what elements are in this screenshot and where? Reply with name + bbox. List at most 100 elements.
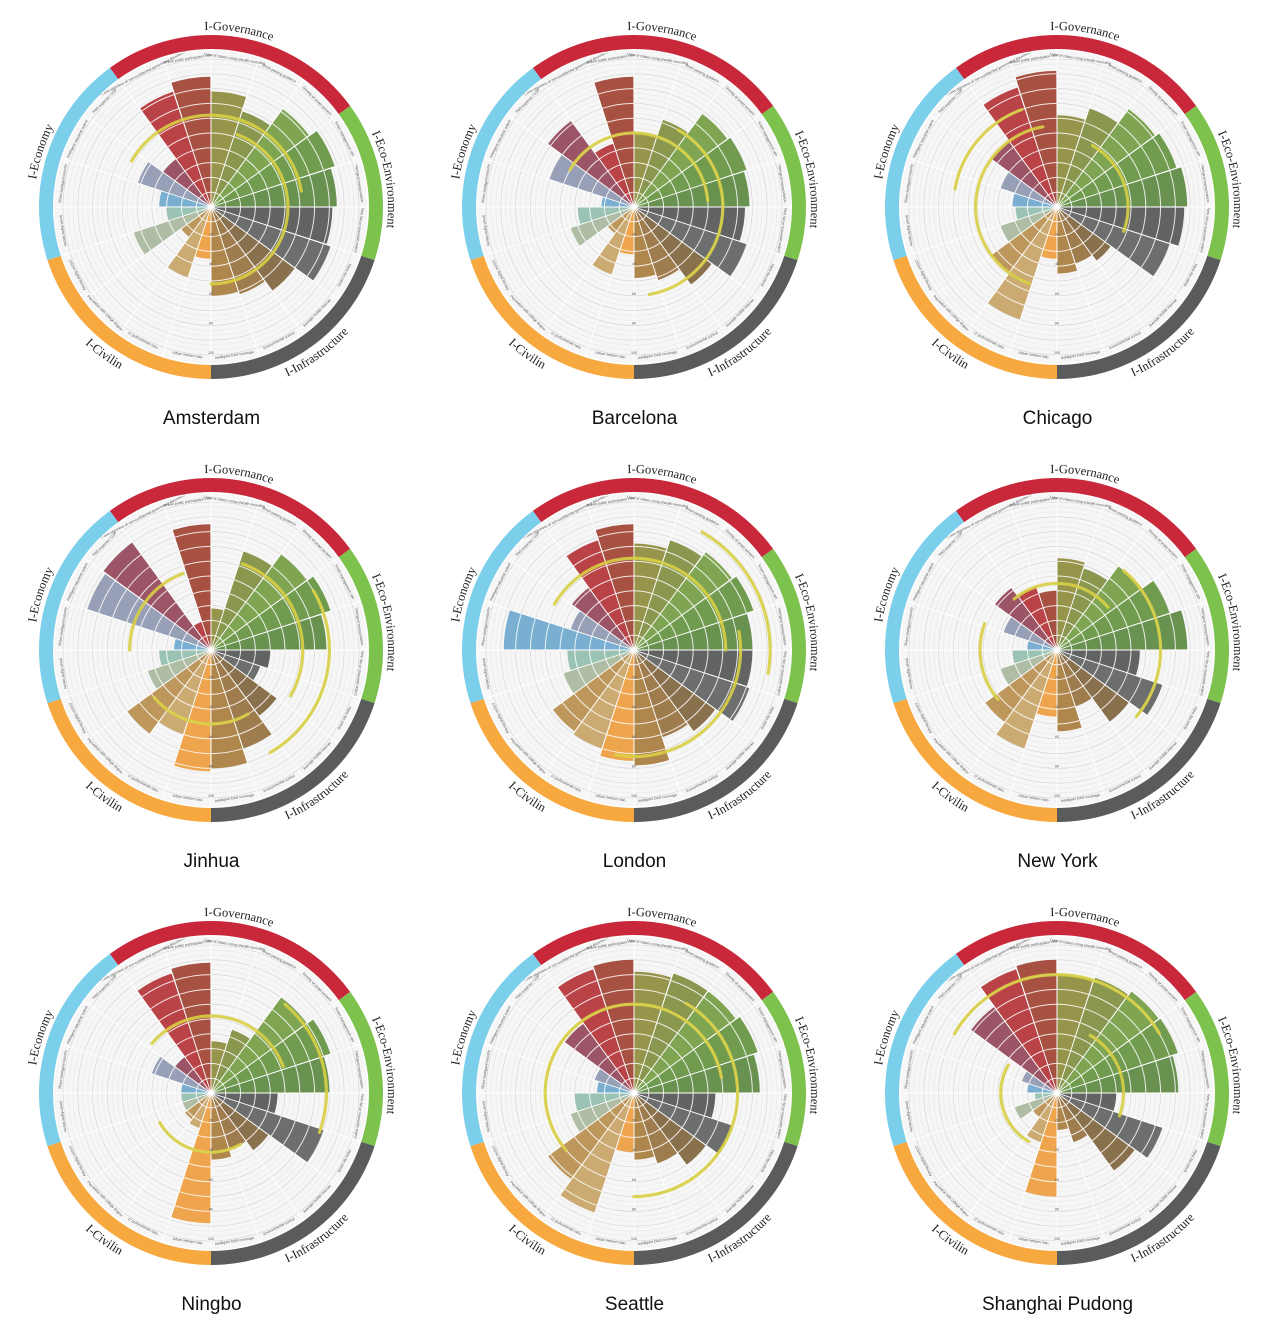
radial-separator bbox=[1007, 206, 1058, 358]
bar-segment-line bbox=[1155, 1061, 1162, 1093]
bar-segment-line bbox=[1057, 1003, 1085, 1009]
bar-segment-line bbox=[183, 1177, 211, 1183]
radial-separator bbox=[1056, 1043, 1208, 1094]
indicator-label: Urban netizen ratio bbox=[595, 794, 626, 803]
radial-separator bbox=[584, 649, 635, 801]
radial-separator bbox=[210, 1092, 340, 1187]
radial-separator bbox=[928, 1092, 1058, 1187]
indicator-label: Smart digital talents bbox=[904, 1101, 913, 1133]
indicator-label: Online public participation rate bbox=[163, 496, 211, 508]
sector-ring-econ bbox=[38, 67, 119, 261]
bar-12 bbox=[996, 650, 1057, 749]
bar-segment-line bbox=[671, 980, 704, 998]
ring-tick-label: 100 bbox=[1054, 794, 1060, 798]
bar-4 bbox=[634, 1016, 758, 1093]
bar-segment-line bbox=[1109, 578, 1129, 598]
bar-12 bbox=[987, 207, 1057, 320]
bar-14 bbox=[147, 650, 211, 689]
bar-segment-line bbox=[1140, 1032, 1156, 1061]
bar-segment-line bbox=[597, 531, 634, 538]
indicator-label: Online openness of city data bbox=[1200, 1094, 1211, 1139]
bar-segment-line bbox=[211, 734, 239, 740]
bar-segment-line bbox=[1128, 234, 1142, 260]
bar-18 bbox=[175, 1057, 211, 1093]
bar-segment-line bbox=[98, 580, 116, 613]
bar-14 bbox=[1000, 650, 1057, 685]
sector-ring-econ bbox=[462, 953, 542, 1147]
bar-20 bbox=[595, 524, 634, 650]
radial-separator bbox=[1056, 1092, 1107, 1244]
sector-ring-eco bbox=[338, 991, 383, 1147]
radial-separator bbox=[1056, 649, 1208, 700]
radial-separator bbox=[540, 78, 635, 208]
radial-separator bbox=[210, 78, 305, 208]
radial-separator bbox=[963, 1092, 1058, 1222]
sector-ring-civ bbox=[893, 255, 1057, 379]
ring-tick-label: 80 bbox=[1055, 764, 1059, 768]
city-chart: 20 40 60 80 100 Level of citizen using ehealt… bbox=[846, 443, 1269, 886]
bar-segment-line bbox=[179, 545, 211, 552]
bar-8 bbox=[1057, 1093, 1135, 1171]
inner-border bbox=[53, 492, 369, 808]
radial-separator bbox=[1007, 942, 1058, 1094]
bar-segment-line bbox=[1020, 88, 1057, 95]
bar-segment-line bbox=[1025, 102, 1057, 109]
bar-segment-line bbox=[550, 123, 573, 146]
bar-12 bbox=[167, 207, 211, 278]
ring-tick-label: 80 bbox=[1055, 321, 1059, 325]
bar-segment-line bbox=[263, 135, 283, 155]
indicator-label: Intelligent transportation bbox=[1200, 607, 1210, 646]
bar-segment-line bbox=[634, 545, 666, 552]
bar-segment-line bbox=[112, 589, 128, 618]
sector-ring-econ bbox=[38, 953, 119, 1147]
sector-ring-infra bbox=[1057, 1141, 1221, 1265]
city-chart: 20 40 60 80 100 Level of citizen using ehealt… bbox=[423, 443, 846, 886]
bar-7 bbox=[634, 207, 747, 277]
bar-segment-line bbox=[703, 554, 730, 581]
ring-tick-label: 20 bbox=[1055, 233, 1059, 237]
ring-tick-label: 20 bbox=[1055, 676, 1059, 680]
bar-20 bbox=[172, 524, 211, 650]
sector-ring-eco bbox=[761, 105, 806, 261]
bar-5 bbox=[211, 168, 337, 207]
indicator-label: Intelligent DAS coverage bbox=[215, 1236, 255, 1246]
bar-7 bbox=[634, 1093, 733, 1154]
sector-ring-civ bbox=[47, 1141, 212, 1265]
center-dot bbox=[209, 205, 213, 209]
radial-separator bbox=[633, 521, 728, 651]
radial-separator bbox=[1056, 113, 1186, 208]
indicator-label: Online openness of city data bbox=[777, 651, 788, 696]
radial-separator bbox=[1056, 206, 1107, 358]
indicator-label: Online openness of city data bbox=[777, 208, 788, 253]
sector-ring-infra bbox=[634, 1141, 798, 1265]
bar-segment-line bbox=[705, 1120, 719, 1146]
ring-tick-label: 20 bbox=[209, 676, 213, 680]
indicator-label: Intelligent DAS coverage bbox=[638, 350, 678, 360]
inner-border bbox=[476, 935, 792, 1251]
bar-8 bbox=[1057, 207, 1111, 261]
bar-segment-line bbox=[597, 88, 634, 95]
ring-tick-label: 80 bbox=[1055, 1207, 1059, 1211]
bar-segment-line bbox=[1128, 1120, 1142, 1146]
bar-4 bbox=[211, 576, 331, 650]
bar-segment-line bbox=[272, 123, 295, 146]
bar-segment-line bbox=[1109, 135, 1129, 155]
bar-segment-line bbox=[581, 1164, 607, 1178]
sector-ring-infra bbox=[211, 698, 375, 822]
radial-separator bbox=[210, 499, 261, 651]
bar-segment-line bbox=[703, 997, 730, 1024]
sector-ring-econ bbox=[885, 953, 965, 1147]
radial-separator bbox=[633, 600, 785, 651]
bar-13 bbox=[548, 1093, 634, 1179]
bar-1 bbox=[1057, 558, 1085, 650]
bar-19 bbox=[557, 969, 634, 1093]
indicator-label: Share intelligent industry bbox=[58, 1050, 68, 1090]
indicator-label: Intelligent DAS coverage bbox=[215, 350, 255, 360]
radial-separator bbox=[633, 556, 763, 651]
bar-segment-line bbox=[272, 566, 295, 589]
radial-separator bbox=[210, 206, 305, 336]
sector-ring-econ bbox=[38, 510, 119, 704]
bar-segment-line bbox=[573, 551, 602, 567]
